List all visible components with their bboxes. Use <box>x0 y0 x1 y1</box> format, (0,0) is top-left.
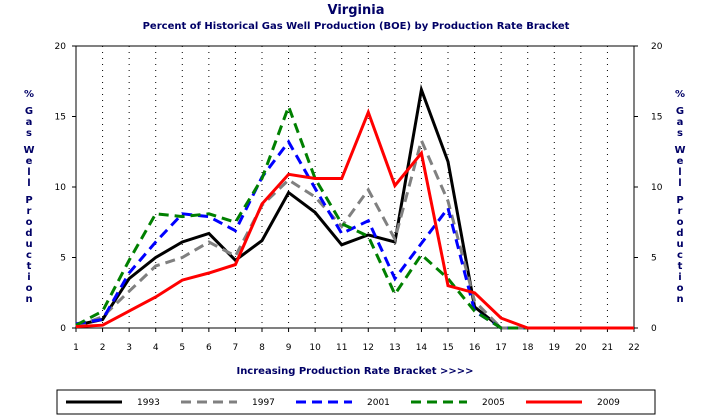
y-axis-label-char: s <box>26 128 32 139</box>
legend-label-2009: 2009 <box>597 398 620 408</box>
x-tick-label: 9 <box>286 343 292 353</box>
y-axis-label-char: o <box>26 283 33 294</box>
y-axis-label-char: o <box>26 217 33 228</box>
y-axis-label-char: u <box>676 239 683 250</box>
y-axis-label-char: u <box>25 239 32 250</box>
y-tick-label-right: 20 <box>651 42 663 52</box>
y-axis-label-char: l <box>678 167 681 178</box>
x-tick-label: 12 <box>363 343 374 353</box>
series-line-2009 <box>75 108 634 330</box>
x-tick-label: 2 <box>100 343 106 353</box>
grid-lines <box>102 46 608 328</box>
x-tick-label: 5 <box>179 343 185 353</box>
x-tick-label: 21 <box>602 343 613 353</box>
y-axis-label-char: l <box>27 178 30 189</box>
chart-subtitle: Percent of Historical Gas Well Productio… <box>143 21 570 32</box>
y-tick-label-left: 10 <box>55 183 67 193</box>
x-tick-label: 20 <box>575 343 587 353</box>
x-tick-label: 4 <box>153 343 159 353</box>
x-tick-label: 11 <box>336 343 347 353</box>
y-axis-label-char: % <box>24 89 34 100</box>
y-tick-label-right: 0 <box>651 324 657 334</box>
y-axis-label-char: W <box>23 145 34 156</box>
y-axis-label-char: o <box>677 283 684 294</box>
x-tick-label: 6 <box>206 343 212 353</box>
legend-label-2005: 2005 <box>482 398 505 408</box>
y-axis-label-char: d <box>25 228 32 239</box>
y-tick-label-left: 15 <box>55 113 66 123</box>
y-tick-label-left: 20 <box>55 42 67 52</box>
x-tick-label: 7 <box>233 343 239 353</box>
y-axis-label-char: % <box>675 89 685 100</box>
y-axis-label-char: d <box>676 228 683 239</box>
y-tick-label-left: 5 <box>60 254 66 264</box>
y-axis-label-char: n <box>25 294 32 305</box>
x-tick-label: 14 <box>416 343 428 353</box>
legend: 1993 1997 2001 2005 2009 <box>66 398 620 408</box>
x-tick-label: 17 <box>495 343 506 353</box>
y-tick-label-right: 10 <box>651 183 663 193</box>
x-tick-label: 1 <box>73 343 79 353</box>
y-tick-label-left: 0 <box>60 324 66 334</box>
y-axis-label-char: l <box>678 178 681 189</box>
y-axis-label-char: t <box>27 261 32 272</box>
y-axis-label-char: W <box>674 145 685 156</box>
y-axis-label-char: G <box>25 106 33 117</box>
y-axis-label-char: e <box>26 156 33 167</box>
x-tick-label: 10 <box>309 343 321 353</box>
y-axis-label-char: i <box>678 272 681 283</box>
x-tick-label: 8 <box>259 343 265 353</box>
y-axis-label-char: c <box>677 250 683 261</box>
y-axis-label-char: n <box>676 294 683 305</box>
y-tick-label-right: 15 <box>651 113 662 123</box>
series-line-2001 <box>75 139 634 330</box>
x-tick-label: 16 <box>469 343 481 353</box>
legend-label-2001: 2001 <box>367 398 390 408</box>
y-axis-label-char: a <box>26 117 33 128</box>
y-axis-label-char: o <box>677 217 684 228</box>
y-axis-label-char: e <box>677 156 684 167</box>
y-axis-label-char: l <box>27 167 30 178</box>
x-tick-label: 18 <box>522 343 534 353</box>
series-lines <box>75 83 634 330</box>
series-line-1997 <box>75 135 634 330</box>
x-axis-label: Increasing Production Rate Bracket >>>> <box>236 366 473 377</box>
y-axis-label-char: r <box>678 206 683 217</box>
y-tick-label-right: 5 <box>651 254 657 264</box>
y-axis-label-char: P <box>25 195 32 206</box>
y-axis-label-char: i <box>27 272 30 283</box>
y-axis-label-char: t <box>678 261 683 272</box>
x-tick-label: 22 <box>628 343 639 353</box>
x-tick-label: 3 <box>126 343 132 353</box>
y-axis-label-char: a <box>677 117 684 128</box>
legend-label-1997: 1997 <box>252 398 275 408</box>
y-axis-label-char: c <box>26 250 32 261</box>
series-line-1993 <box>75 83 634 330</box>
plot-frame <box>75 45 635 329</box>
y-axis-label-char: P <box>676 195 683 206</box>
x-tick-label: 13 <box>389 343 400 353</box>
chart-title: Virginia <box>328 3 385 18</box>
y-axis-label-char: r <box>27 206 32 217</box>
y-axis-label-char: s <box>677 128 683 139</box>
legend-label-1993: 1993 <box>137 398 160 408</box>
x-tick-label: 19 <box>549 343 561 353</box>
axis-ticks: 1 2 3 4 5 6 7 8 9 10 11 12 13 14 15 16 17 18 19 20 21 220 05 51… <box>55 42 663 353</box>
y-axis-label-char: G <box>676 106 684 117</box>
x-tick-label: 15 <box>442 343 453 353</box>
